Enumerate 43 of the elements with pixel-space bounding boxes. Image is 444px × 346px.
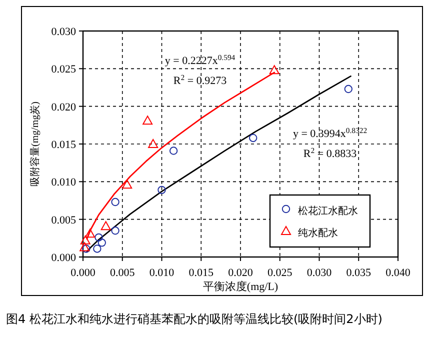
y-tick-label: 0.005: [51, 214, 76, 226]
point: [142, 116, 153, 125]
point: [344, 84, 352, 94]
point: [82, 244, 90, 253]
x-tick-label: 0.030: [306, 267, 332, 279]
annotation: R$^{2}$ = 0.8833: [303, 146, 358, 160]
x-tick-label: 0.015: [188, 267, 214, 279]
point: [100, 221, 111, 230]
y-tick-label: 0.015: [51, 139, 76, 151]
point: [158, 186, 166, 194]
point: [80, 235, 90, 244]
y-tick-label: 0.020: [51, 101, 76, 114]
point: [111, 198, 120, 206]
y-tick-label: 0.030: [51, 26, 76, 38]
x-tick-label: 0.040: [386, 267, 411, 279]
x-tick-label: 0.005: [110, 267, 136, 279]
text: 图4 松花江水和纯水进行硝基苯配水的吸附等温线比较(吸附时间2小时): [6, 312, 382, 326]
point: [111, 226, 120, 235]
y-axis-title: 吸附容量(mg/mg炭): [29, 102, 41, 186]
annotation: R$^{2}$ = 0.9273: [173, 72, 228, 87]
point: [98, 238, 106, 247]
point: [94, 233, 103, 242]
point: [122, 180, 132, 189]
x-tick-label: 0.020: [228, 267, 254, 279]
annotation: y = 0.2227x$^{0.594}$: [164, 52, 236, 67]
x-tick-label: 0.025: [268, 267, 293, 279]
x-tick-label: 0.000: [70, 267, 96, 279]
point: [93, 244, 102, 253]
point: [249, 134, 258, 142]
point: [80, 242, 90, 252]
x-tick-label: 0.010: [149, 267, 175, 279]
y-tick-label: 0.010: [51, 176, 76, 189]
y-tick-label: 0.000: [51, 252, 76, 264]
x-tick-label: 0.035: [346, 267, 372, 279]
point: [85, 228, 96, 238]
point: [269, 65, 280, 74]
point: [169, 146, 178, 155]
point: [148, 139, 158, 148]
annotation: y = 0.3994x$^{0.8322}$: [292, 126, 368, 140]
y-tick-label: 0.025: [51, 64, 76, 76]
x-axis-title: 平衡浓度(mg/L): [202, 280, 278, 293]
legend-label: 纯水配水: [298, 227, 338, 239]
legend-label: 松花江水配水: [298, 205, 358, 217]
